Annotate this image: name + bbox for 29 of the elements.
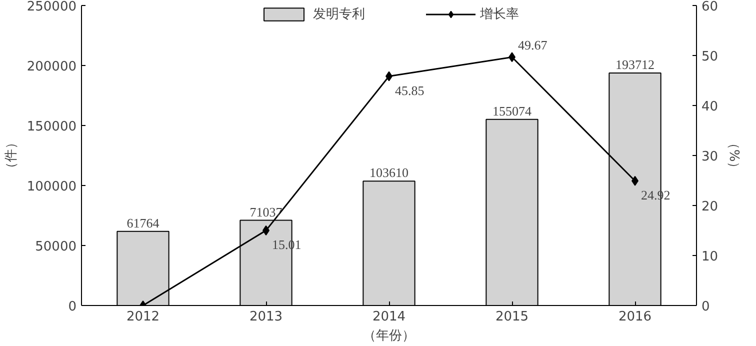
y-tick-label: 150000 xyxy=(26,120,77,134)
y-tick-label: 50000 xyxy=(35,240,77,254)
y2-tick-label: 40 xyxy=(702,100,718,114)
x-tick-label: 2014 xyxy=(372,310,406,324)
y2-tick-label: 20 xyxy=(702,200,718,214)
legend-label: 增长率 xyxy=(480,6,519,23)
data-label: 61764 xyxy=(126,215,160,230)
y-axis-title: （件） xyxy=(4,136,19,175)
data-label: 45.85 xyxy=(395,82,424,98)
y2-tick-label: 60 xyxy=(702,0,718,14)
x-axis-title: （年份） xyxy=(363,328,415,344)
y2-tick-label: 0 xyxy=(702,300,710,314)
x-tick-label: 2013 xyxy=(249,310,283,324)
y2-tick-label: 10 xyxy=(702,250,718,264)
y-tick-label: 0 xyxy=(68,300,77,314)
y2-axis-title: （%） xyxy=(726,136,742,175)
x-tick-label: 2015 xyxy=(495,310,529,324)
data-label: 103610 xyxy=(370,165,408,180)
data-label: 49.67 xyxy=(518,38,548,53)
y2-tick-label: 30 xyxy=(702,150,718,164)
data-label: 155074 xyxy=(492,103,532,118)
legend-label: 发明专利 xyxy=(313,6,365,23)
y-tick-label: 100000 xyxy=(26,180,77,194)
data-label: 193712 xyxy=(616,57,654,72)
y2-tick-label: 50 xyxy=(702,50,718,64)
y-tick-label: 250000 xyxy=(26,0,77,14)
y-tick-label: 200000 xyxy=(26,60,77,74)
x-tick-label: 2012 xyxy=(126,310,160,324)
x-tick-label: 2016 xyxy=(618,310,652,324)
